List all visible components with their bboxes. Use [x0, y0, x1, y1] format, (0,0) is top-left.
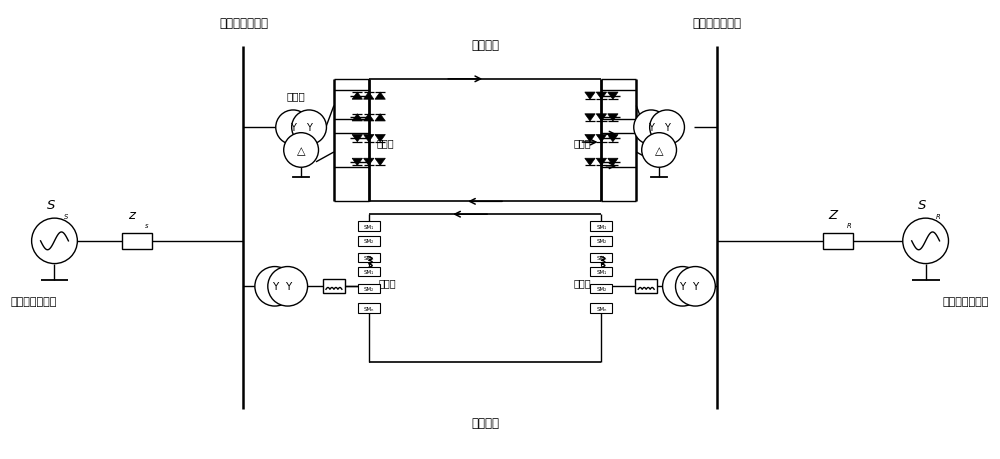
Circle shape	[634, 111, 669, 145]
Circle shape	[676, 267, 715, 307]
Text: Y: Y	[692, 282, 699, 291]
Text: SM₁: SM₁	[596, 224, 607, 229]
Bar	[635, 280, 657, 294]
Polygon shape	[608, 114, 618, 122]
Polygon shape	[608, 93, 618, 100]
Text: Y: Y	[272, 282, 278, 291]
Polygon shape	[375, 93, 385, 100]
Bar	[358, 267, 380, 277]
Text: 整流侧: 整流侧	[377, 138, 394, 148]
Polygon shape	[375, 159, 385, 166]
Text: Y: Y	[679, 282, 686, 291]
Bar	[358, 222, 380, 231]
Text: $z$: $z$	[128, 209, 138, 222]
Polygon shape	[596, 114, 607, 122]
Text: SM₂: SM₂	[364, 239, 374, 244]
Polygon shape	[364, 135, 374, 142]
Text: SM₂: SM₂	[596, 239, 607, 244]
Polygon shape	[596, 93, 607, 100]
Bar	[590, 253, 612, 263]
Circle shape	[650, 111, 684, 145]
Text: $_R$: $_R$	[846, 221, 852, 230]
Circle shape	[642, 134, 677, 168]
Polygon shape	[596, 159, 607, 166]
Text: SM₂: SM₂	[596, 286, 607, 291]
Polygon shape	[352, 135, 362, 142]
Polygon shape	[608, 159, 618, 166]
Text: 逆变侧交流系统: 逆变侧交流系统	[943, 297, 989, 307]
Text: $_S$: $_S$	[63, 212, 70, 222]
Polygon shape	[585, 114, 595, 122]
Bar	[358, 284, 380, 293]
Polygon shape	[364, 93, 374, 100]
Text: $Z$: $Z$	[828, 209, 840, 222]
Text: 整流侧: 整流侧	[379, 278, 396, 288]
Circle shape	[284, 134, 319, 168]
Text: $S$: $S$	[917, 199, 927, 212]
Text: 柔性直流: 柔性直流	[471, 416, 499, 429]
Circle shape	[663, 267, 702, 307]
Circle shape	[32, 218, 77, 264]
Text: △: △	[655, 146, 663, 156]
Polygon shape	[352, 114, 362, 122]
Bar	[590, 237, 612, 246]
Text: Y: Y	[306, 123, 312, 133]
Polygon shape	[375, 114, 385, 122]
Text: 变压器: 变压器	[287, 91, 306, 101]
Text: Y: Y	[664, 123, 670, 133]
Text: SM₂: SM₂	[364, 286, 374, 291]
Text: $S$: $S$	[46, 199, 56, 212]
Text: 逆变侧: 逆变侧	[574, 138, 591, 148]
Bar	[358, 253, 380, 263]
Text: SM₁: SM₁	[364, 224, 374, 229]
Text: SMₙ: SMₙ	[364, 306, 374, 311]
Bar	[590, 267, 612, 277]
Polygon shape	[364, 159, 374, 166]
Bar	[590, 222, 612, 231]
Bar	[590, 304, 612, 313]
Bar	[323, 280, 345, 294]
Polygon shape	[585, 159, 595, 166]
Text: $_s$: $_s$	[144, 222, 149, 230]
Polygon shape	[352, 159, 362, 166]
Circle shape	[292, 111, 326, 145]
Circle shape	[255, 267, 295, 307]
Text: SM₁: SM₁	[596, 269, 607, 274]
Text: 整流侧换流母线: 整流侧换流母线	[219, 17, 268, 30]
Circle shape	[268, 267, 308, 307]
Polygon shape	[375, 135, 385, 142]
Text: △: △	[297, 146, 305, 156]
Text: SMₙ: SMₙ	[596, 306, 607, 311]
Text: Y: Y	[648, 123, 654, 133]
Circle shape	[903, 218, 948, 264]
Bar	[358, 237, 380, 246]
Text: 整流侧交流系统: 整流侧交流系统	[11, 297, 57, 307]
Text: 逆变侧: 逆变侧	[574, 278, 591, 288]
Circle shape	[276, 111, 311, 145]
Text: SM₁: SM₁	[364, 269, 374, 274]
Bar	[823, 234, 853, 249]
Polygon shape	[608, 135, 618, 142]
Bar	[358, 304, 380, 313]
Polygon shape	[364, 114, 374, 122]
Bar	[122, 234, 152, 249]
Text: 逆变侧换流母线: 逆变侧换流母线	[692, 17, 741, 30]
Polygon shape	[352, 93, 362, 100]
Polygon shape	[585, 135, 595, 142]
Text: 常规直流: 常规直流	[471, 39, 499, 52]
Polygon shape	[596, 135, 607, 142]
Polygon shape	[585, 93, 595, 100]
Text: Y: Y	[290, 123, 296, 133]
Text: $_R$: $_R$	[935, 212, 941, 222]
Bar	[590, 284, 612, 293]
Text: SMₙ: SMₙ	[596, 256, 607, 261]
Text: Y: Y	[285, 282, 291, 291]
Text: SMₙ: SMₙ	[364, 256, 374, 261]
